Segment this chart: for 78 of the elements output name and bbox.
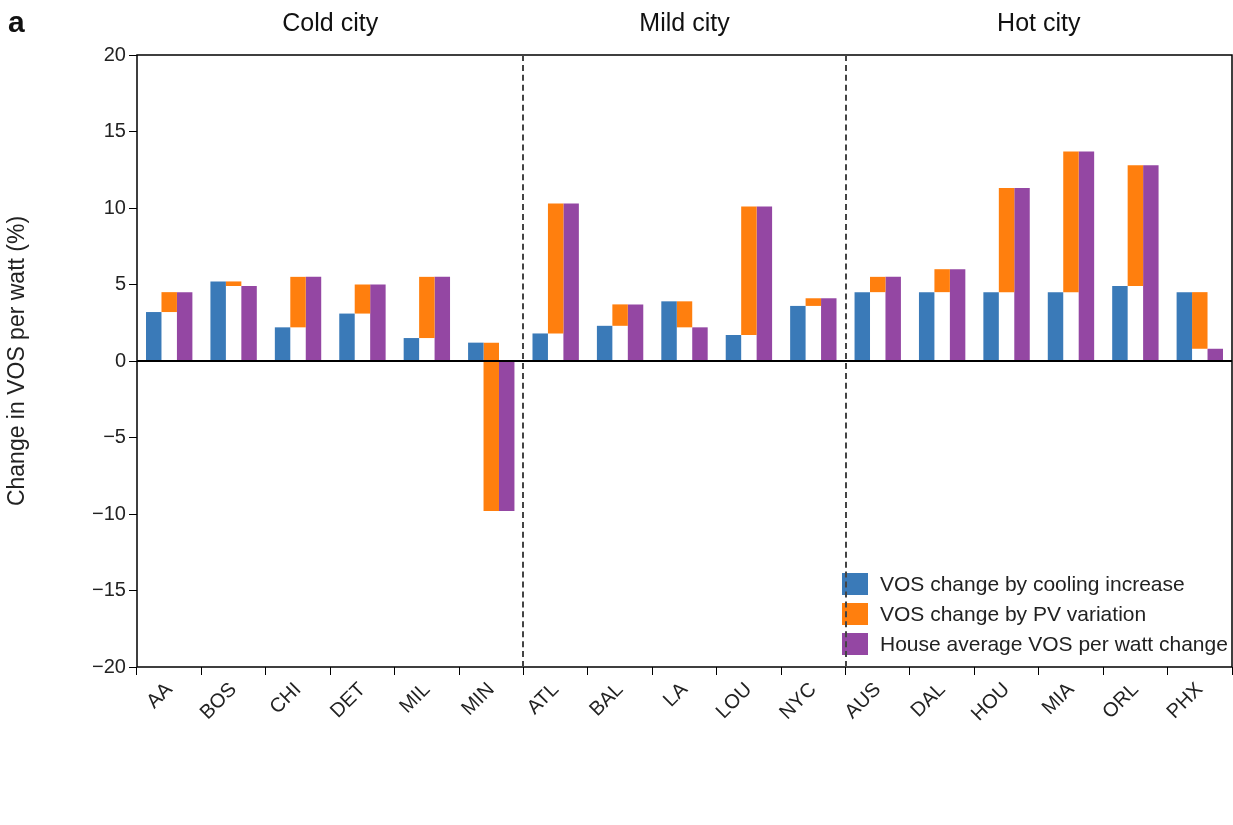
x-tick-label: BAL <box>584 677 627 720</box>
x-tick-label: AA <box>141 677 177 713</box>
bar <box>563 203 579 361</box>
bar <box>1063 151 1079 293</box>
x-tick-label: LA <box>658 677 692 711</box>
text: Hot city <box>997 7 1081 36</box>
bar <box>1192 292 1208 349</box>
bar <box>821 298 837 361</box>
bar <box>741 206 757 335</box>
bar <box>918 292 935 361</box>
bar <box>1047 292 1064 361</box>
bar <box>354 284 371 314</box>
text: Cold city <box>282 7 379 36</box>
x-tick-label: MIN <box>456 677 498 720</box>
bar <box>790 305 806 361</box>
bar <box>274 327 291 361</box>
bar <box>176 292 193 361</box>
bar <box>498 361 515 511</box>
bar <box>210 281 226 361</box>
bar <box>596 325 613 361</box>
bar <box>161 292 177 313</box>
bar <box>419 276 435 339</box>
bar <box>547 203 564 334</box>
y-tick-label: 10 <box>103 195 126 218</box>
bar <box>661 301 677 361</box>
x-tick-label: MIA <box>1037 677 1079 719</box>
bar <box>756 206 773 361</box>
bar <box>805 298 822 306</box>
text: Mild city <box>639 7 731 36</box>
bar <box>854 292 871 361</box>
bar <box>627 304 644 361</box>
x-tick-label: ATL <box>521 677 563 719</box>
y-axis-title: Change in VOS per watt (%) <box>3 215 30 507</box>
y-tick-label: 5 <box>114 272 126 295</box>
text: a <box>8 5 25 39</box>
bar <box>403 338 420 361</box>
x-tick-label: MIL <box>394 677 434 717</box>
legend-label: VOS change by cooling increase <box>880 571 1185 597</box>
legend-label: VOS change by PV variation <box>880 601 1147 627</box>
bar <box>225 281 242 287</box>
bar <box>983 292 999 361</box>
bar <box>370 284 386 361</box>
bar <box>725 334 742 361</box>
bar <box>1014 188 1030 361</box>
bar <box>870 276 886 293</box>
bar <box>532 333 548 361</box>
y-tick-label: 15 <box>103 119 126 142</box>
bar <box>676 301 693 328</box>
bar <box>885 276 901 361</box>
bar <box>612 304 628 326</box>
y-tick-label: −15 <box>92 578 126 601</box>
legend-label: House average VOS per watt change <box>880 631 1228 657</box>
bar <box>1127 165 1144 287</box>
y-tick-label: −20 <box>92 654 126 677</box>
bar <box>1207 348 1223 361</box>
bar <box>305 276 322 361</box>
bar <box>1078 151 1095 361</box>
bar <box>468 342 484 361</box>
bar <box>1176 292 1193 361</box>
bar <box>1112 286 1128 361</box>
bar <box>434 276 451 361</box>
x-tick-label: DAL <box>905 677 949 721</box>
bar <box>146 312 162 361</box>
bar <box>1143 165 1159 361</box>
x-tick-label: CHI <box>264 677 305 718</box>
bar <box>949 269 966 361</box>
bar <box>339 313 355 361</box>
y-tick-label: −10 <box>92 501 126 524</box>
bar <box>692 327 708 361</box>
x-tick-label: ORL <box>1097 677 1143 723</box>
bar <box>934 269 950 293</box>
bar <box>241 286 257 361</box>
bar <box>290 276 306 328</box>
bar <box>998 188 1015 293</box>
y-tick-label: 20 <box>103 42 126 65</box>
bar <box>483 342 499 511</box>
y-tick-label: 0 <box>114 348 126 371</box>
y-tick-label: −5 <box>103 425 126 448</box>
